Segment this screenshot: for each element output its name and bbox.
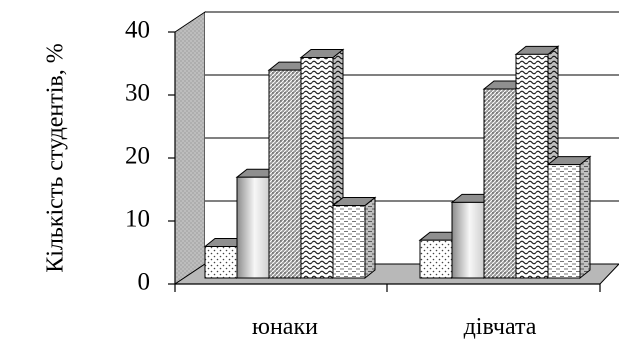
y-tick-label: 0 [138,269,151,296]
bar-front [547,164,581,279]
left-wall [174,11,206,285]
bar [514,45,560,280]
bars [203,45,592,280]
y-tick-label: 20 [125,143,150,170]
bar-front [268,69,302,279]
bar-front [236,176,270,279]
y-ticks: 0 10 20 30 40 [125,17,175,296]
y-tick-label: 40 [125,17,150,44]
bar [546,155,592,280]
x-tick-label: дівчата [464,314,537,340]
y-tick-label: 10 [125,206,150,233]
y-tick-label: 30 [125,80,150,107]
bar-side-shade [580,156,590,278]
bar-front [483,88,517,279]
bar-front [451,201,485,279]
bar-front [419,239,453,279]
bar [331,196,377,280]
y-axis-label: Кількість студентів, % [43,43,69,273]
bar-front [332,205,366,279]
bar-side-shade [365,197,375,278]
x-ticks: юнаки дівчата [174,284,601,340]
bar-front [204,246,238,279]
bar-front [515,53,549,279]
x-tick-label: юнаки [252,314,318,340]
bar-front [300,57,334,279]
